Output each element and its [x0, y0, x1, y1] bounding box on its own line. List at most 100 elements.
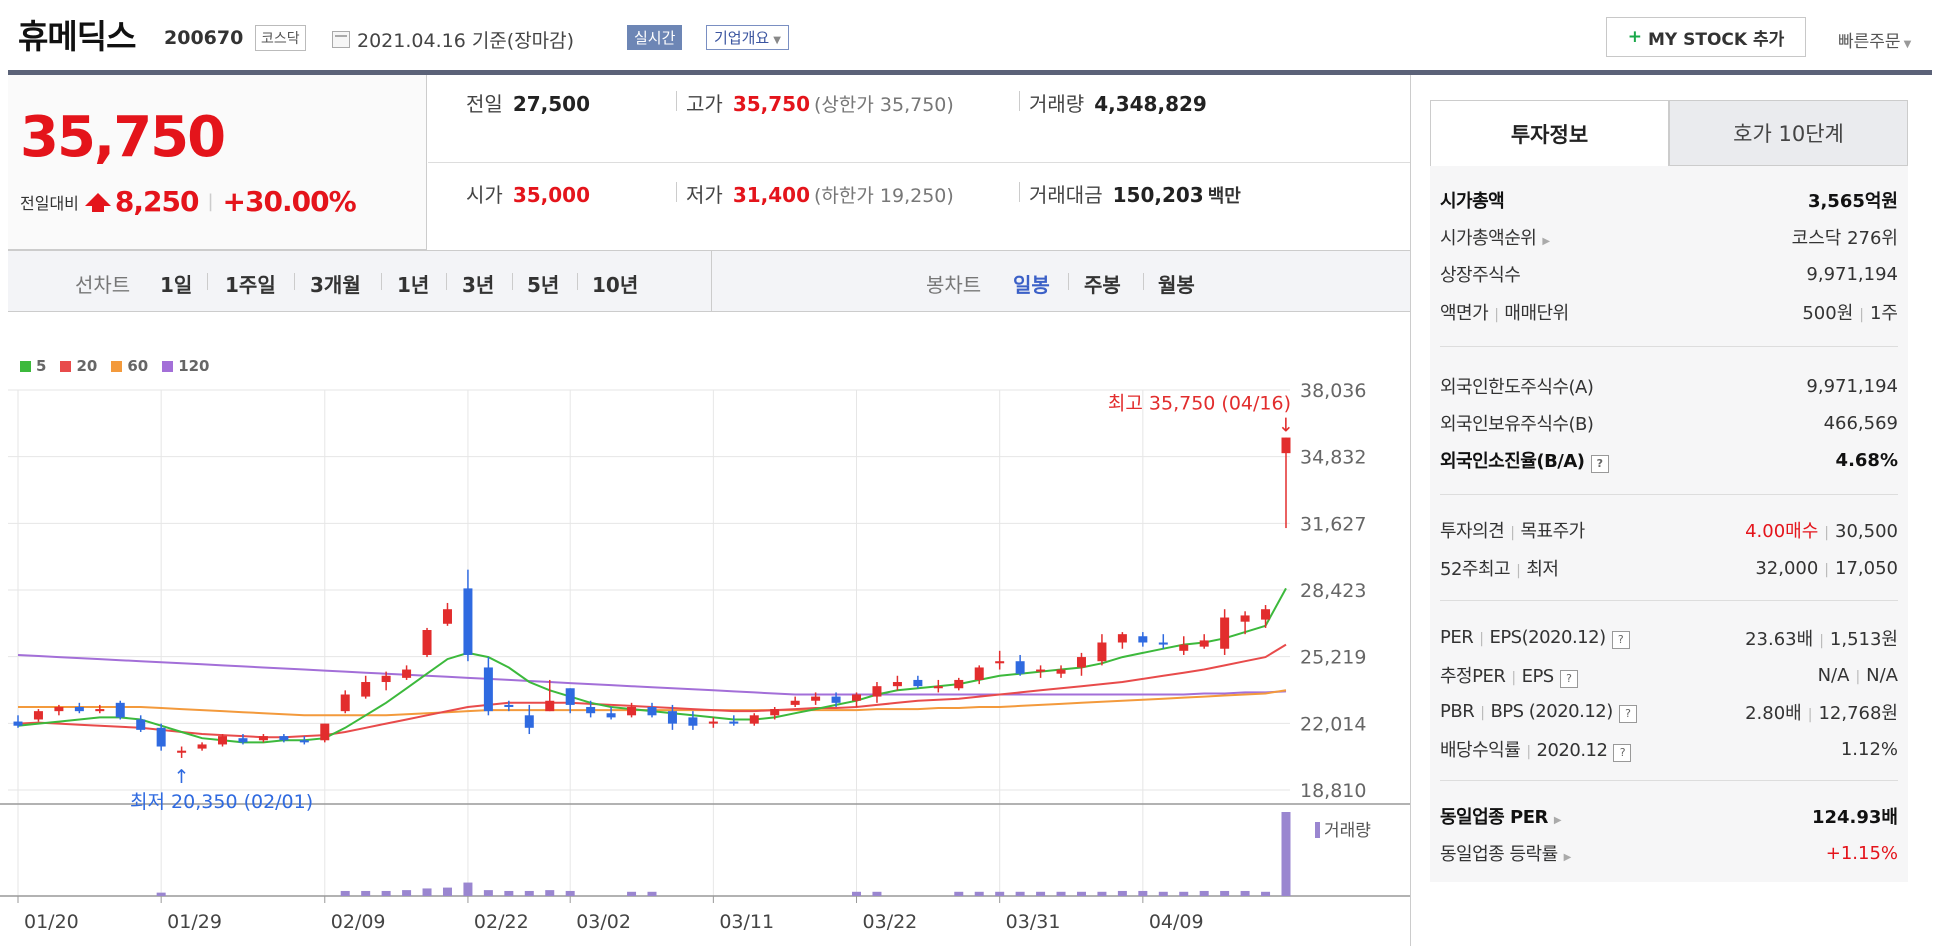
listed-shares-value: 9,971,194 — [1806, 263, 1898, 285]
sector-change-row[interactable]: 동일업종 등락률 ▶ +1.15% — [1440, 839, 1898, 867]
target-price-value: 30,500 — [1835, 521, 1898, 542]
candle-body — [1097, 642, 1107, 662]
help-icon[interactable]: ? — [1611, 631, 1630, 649]
volume-bar — [340, 890, 350, 896]
period-1d[interactable]: 1일 — [160, 273, 193, 297]
week52-high-value: 32,000 — [1755, 557, 1819, 579]
est-per-amount: N/A — [1817, 664, 1850, 686]
price-summary: 전일 27,500 고가 35,750 (상한가 35,750) 거래량 4,348,8… — [428, 75, 1410, 250]
bps-amount: 12,768원 — [1818, 703, 1898, 724]
dividend-value: 1.12% — [1840, 738, 1898, 760]
volume-bar — [627, 891, 637, 896]
candle-body — [586, 706, 596, 714]
divider: | — [1511, 670, 1516, 686]
trade-amount: 거래대금 150,203 백만 — [1029, 179, 1241, 208]
help-icon[interactable]: ? — [1618, 705, 1637, 723]
up-arrow-icon — [84, 193, 111, 212]
change-percent: +30.00% — [222, 185, 357, 218]
y-tick-label: 22,014 — [1300, 713, 1366, 735]
legend-label: 120 — [178, 357, 210, 375]
chart-period-bar: 선차트 1일 1주일 3개월 1년 3년 5년 10년 봉차트 일봉 주봉 월봉 — [8, 250, 1410, 312]
period-1y[interactable]: 1년 — [397, 273, 430, 297]
volume-bar — [381, 890, 391, 896]
target-price-text: 목표주가 — [1520, 521, 1585, 542]
candle-body — [954, 679, 964, 689]
lower-limit: (하한가 19,250) — [814, 185, 954, 207]
pbr-row: PBR | BPS (2020.12)? 2.80배 | 12,768원 — [1440, 698, 1898, 726]
volume-bar — [1138, 890, 1148, 896]
line-chart-label: 선차트 — [75, 273, 131, 297]
divider: | — [207, 191, 214, 212]
price-box: 35,750 전일대비 8,250 | +30.00% — [8, 75, 427, 250]
quick-order-dropdown[interactable]: 빠른주문 ▼ — [1838, 27, 1911, 52]
dividend-row: 배당수익률 | 2020.12? 1.12% — [1440, 735, 1898, 763]
volume-bar — [1015, 891, 1025, 896]
candlestick-chart[interactable]: 38,036 34,832 31,627 28,423 25,219 22,014 18,8… — [0, 312, 1410, 946]
company-overview-dropdown[interactable]: 기업개요 ▼ — [706, 25, 789, 50]
market-cap-rank-row[interactable]: 시가총액순위 ▶ 코스닥 276위 — [1440, 223, 1898, 251]
opinion-row: 투자의견 | 목표주가 4.00매수 | 30,500 — [1440, 516, 1898, 544]
candle-body — [136, 719, 146, 730]
sector-per-value: 124.93배 — [1811, 807, 1898, 828]
volume-bar — [1056, 891, 1066, 896]
foreign-ratio-value: 4.68% — [1835, 449, 1898, 471]
candle-body — [852, 694, 862, 701]
base-date: 2021.04.16 기준(장마감) — [357, 30, 575, 52]
candle-body — [708, 721, 718, 724]
legend-swatch — [60, 361, 72, 372]
volume-bar — [1036, 891, 1046, 896]
high-annotation: 최고 35,750 (04/16) — [1108, 393, 1291, 415]
par-value-value: 500원 | 1주 — [1802, 299, 1898, 325]
divider: | — [1824, 525, 1830, 541]
foreign-holding-row: 외국인보유주식수(B) 466,569 — [1440, 409, 1898, 437]
volume-bar — [647, 891, 657, 896]
period-weekly[interactable]: 주봉 — [1084, 273, 1121, 297]
candle-body — [667, 711, 677, 724]
divider — [1019, 182, 1020, 202]
help-icon[interactable]: ? — [1559, 670, 1578, 688]
candle-chart-label: 봉차트 — [926, 273, 982, 297]
y-tick-label: 38,036 — [1300, 380, 1366, 402]
par-value-label: 액면가 | 매매단위 — [1440, 299, 1569, 325]
period-daily[interactable]: 일봉 — [1013, 273, 1050, 297]
period-3m[interactable]: 3개월 — [310, 273, 361, 297]
sector-per-row[interactable]: 동일업종 PER ▶ 124.93배 — [1440, 802, 1898, 830]
per-row: PER | EPS(2020.12)? 23.63배 | 1,513원 — [1440, 624, 1898, 652]
divider — [1143, 273, 1144, 290]
up-arrow-icon: ↑ — [174, 766, 190, 788]
market-cap-rank-value: 코스닥 276위 — [1791, 228, 1898, 249]
period-5y[interactable]: 5년 — [527, 273, 560, 297]
help-icon[interactable]: ? — [1590, 455, 1609, 473]
candle-body — [1240, 615, 1250, 622]
volume-label: 거래량 — [1324, 821, 1371, 841]
dividend-label: 배당수익률 | 2020.12? — [1440, 736, 1632, 762]
period-1w[interactable]: 1주일 — [225, 273, 276, 297]
add-my-stock-button[interactable]: + MY STOCK 추가 — [1606, 17, 1806, 57]
foreign-limit-value: 9,971,194 — [1806, 375, 1898, 397]
help-icon[interactable]: ? — [1613, 744, 1632, 762]
opinion-rating: 4.00매수 — [1745, 521, 1819, 542]
divider — [1068, 273, 1069, 290]
tab-invest-info[interactable]: 투자정보 — [1430, 100, 1669, 166]
panel-divider — [1410, 75, 1411, 946]
stock-name: 휴메딕스 — [18, 17, 136, 56]
realtime-button[interactable]: 실시간 — [627, 25, 683, 50]
tab-order-book[interactable]: 호가 10단계 — [1669, 100, 1908, 166]
down-arrow-icon: ↓ — [1278, 415, 1294, 437]
period-10y[interactable]: 10년 — [592, 273, 639, 297]
candle-body — [402, 669, 412, 678]
bps-text: BPS (2020.12) — [1490, 701, 1613, 722]
change-label: 전일대비 — [20, 193, 79, 213]
sector-change-amount: +1.15% — [1825, 842, 1898, 864]
market-cap-value: 3,565억원 — [1807, 191, 1898, 212]
volume-bar — [1076, 891, 1086, 896]
pbr-value: 2.80배 | 12,768원 — [1745, 699, 1898, 725]
foreign-limit-row: 외국인한도주식수(A) 9,971,194 — [1440, 372, 1898, 400]
ma120-line — [17, 654, 1287, 696]
low-annotation: 최저 20,350 (02/01) — [130, 791, 313, 813]
period-monthly[interactable]: 월봉 — [1158, 273, 1195, 297]
prev-close-value: 27,500 — [512, 92, 590, 116]
divider — [207, 273, 208, 290]
trade-unit-text: 매매단위 — [1504, 303, 1569, 324]
period-3y[interactable]: 3년 — [462, 273, 495, 297]
